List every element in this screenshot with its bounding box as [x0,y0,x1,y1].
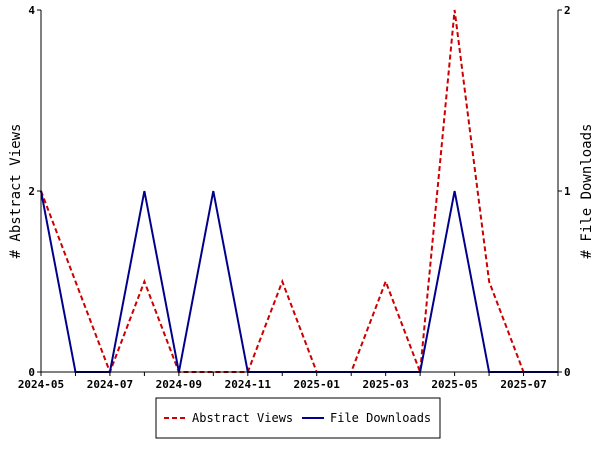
x-tick-label: 2024-11 [225,378,272,391]
x-tick-label: 2024-09 [156,378,202,391]
legend-label-abstract-views: Abstract Views [192,411,293,425]
y-tick-label-right: 1 [564,185,571,198]
series-line-abstract-views [40,9,558,375]
y-tick-label-left: 0 [28,366,35,379]
x-tick-label: 2024-07 [87,378,133,391]
y-tick-label-left: 4 [28,4,35,17]
x-tick-label: 2025-07 [500,378,546,391]
x-tick-label: 2025-01 [294,378,341,391]
x-tick-label: 2024-05 [18,378,64,391]
y-tick-label-left: 2 [28,185,35,198]
plot-area [40,9,559,375]
y-axis-title-left: # Abstract Views [8,124,24,259]
legend-label-file-downloads: File Downloads [330,411,431,425]
y-tick-label-right: 2 [564,4,571,17]
x-tick-label: 2025-03 [362,378,408,391]
axes: 2024-05 2024-07 2024-09 2024-11 2025-01 2025-… [18,4,571,391]
legend: Abstract Views File Downloads [155,397,441,439]
legend-box [155,397,441,439]
x-tick-label: 2025-05 [431,378,477,391]
y-axis-title-right: # File Downloads [579,124,595,259]
y-tick-label-right: 0 [564,366,571,379]
